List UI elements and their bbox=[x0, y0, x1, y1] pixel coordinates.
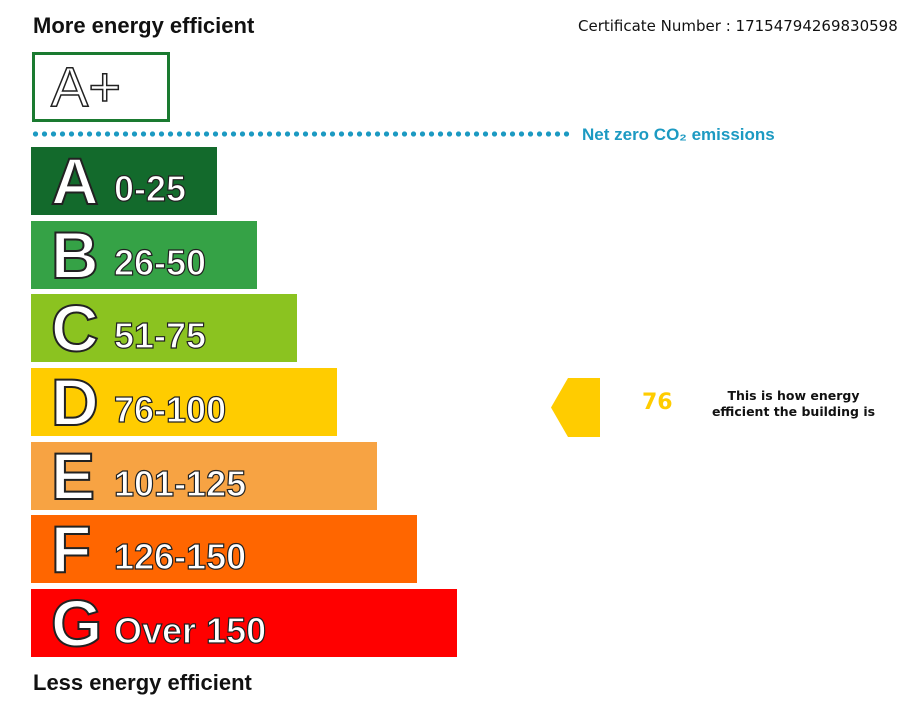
certificate: Certificate Number : 17154794269830598 bbox=[578, 17, 898, 35]
band: G Over 150 bbox=[31, 585, 457, 661]
band-range: 76-100 bbox=[113, 389, 227, 430]
band-letter: F bbox=[50, 511, 92, 587]
band-range: 126-150 bbox=[113, 536, 247, 577]
band-range: 101-125 bbox=[113, 463, 247, 504]
band-range: 26-50 bbox=[113, 242, 207, 283]
top-rating-box: A+ bbox=[32, 52, 170, 122]
band-letter: G bbox=[50, 585, 103, 661]
band-letter: A bbox=[50, 143, 100, 219]
top-rating: A+ bbox=[50, 55, 122, 118]
band-range: 0-25 bbox=[113, 168, 187, 209]
band: F 126-150 bbox=[31, 511, 417, 587]
dotted-line bbox=[31, 131, 571, 137]
rating-value: 76 bbox=[642, 390, 673, 415]
band: B 26-50 bbox=[31, 217, 257, 293]
footer-title: Less energy efficient bbox=[33, 670, 252, 695]
band-letter: D bbox=[50, 364, 100, 440]
band-letter: B bbox=[50, 217, 100, 293]
band: A 0-25 bbox=[31, 143, 217, 219]
net-zero-label: Net zero CO₂ emissions bbox=[582, 125, 775, 144]
band: E 101-125 bbox=[31, 438, 377, 514]
title: More energy efficient bbox=[33, 13, 255, 38]
band: C 51-75 bbox=[31, 290, 297, 366]
rating-arrow bbox=[551, 378, 600, 437]
rating-caption: This is how energy efficient the buildin… bbox=[711, 388, 876, 419]
arrow-shape bbox=[551, 378, 600, 437]
band-letter: E bbox=[50, 438, 96, 514]
band: D 76-100 bbox=[31, 364, 337, 440]
band-letter: C bbox=[50, 290, 100, 366]
band-range: 51-75 bbox=[113, 315, 207, 356]
band-range: Over 150 bbox=[113, 610, 267, 651]
